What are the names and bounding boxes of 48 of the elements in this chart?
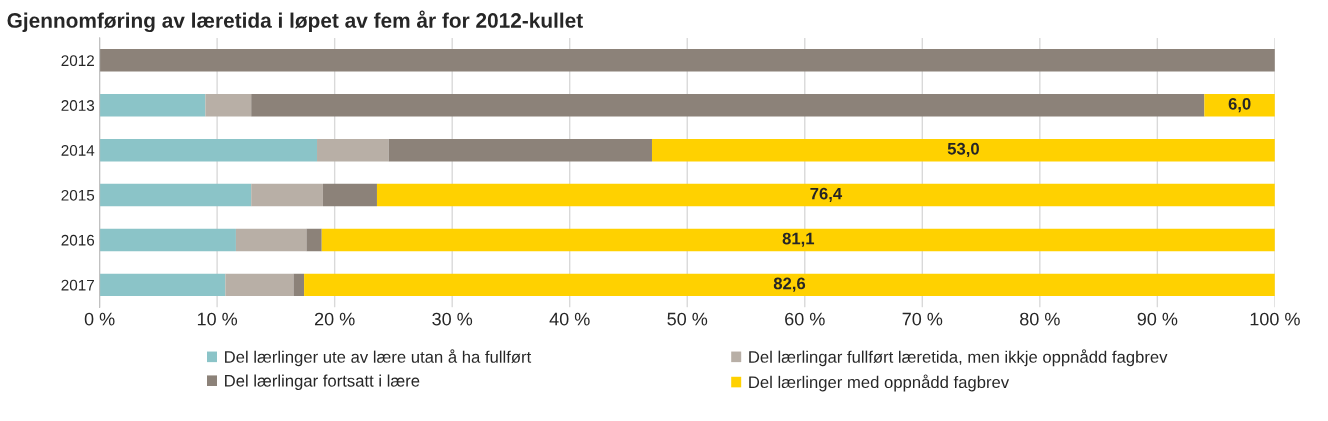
data-label: 6,0 [1228,97,1251,113]
bar [293,273,305,297]
y-tick-label: 2012 [61,55,94,67]
data-label: 76,4 [810,187,843,202]
bar [322,183,377,207]
legend-label: Del lærlinger med oppnådd fagbrev [749,374,1010,392]
data-label: 82,6 [773,277,806,292]
y-tick-label: 2017 [61,279,94,291]
bar [317,138,389,162]
bar [651,138,1275,162]
y-tick-label: 2014 [61,145,95,156]
x-tick-label: 30 % [432,312,473,326]
bar [205,94,252,117]
chart-title: Gjennomføring av læretida i løpet av fem år for 2012-kullet [7,10,583,33]
bar [99,94,206,117]
data-label: 81,1 [782,232,815,247]
bar [304,273,1275,297]
bar [99,138,318,162]
bar [235,228,307,252]
legend-label: Del lærlinger ute av lære utan å ha fullført [225,349,532,367]
bar [388,138,652,162]
bar [251,183,323,207]
bar [99,183,252,207]
legend-label: Del lærlingar fortsatt i lære [225,374,420,391]
bar [251,94,1205,117]
bar [376,183,1275,207]
x-tick-label: 80 % [1020,312,1060,326]
bar [99,273,226,297]
x-tick-label: 70 % [902,312,943,326]
x-tick-label: 0 % [84,312,115,326]
bar [321,228,1275,252]
data-label: 53,0 [947,142,979,158]
bar [306,228,322,252]
bar [99,49,1275,72]
x-tick-label: 100 % [1250,312,1300,326]
y-tick-label: 2016 [61,234,95,246]
x-tick-label: 90 % [1137,312,1178,326]
x-tick-label: 50 % [667,312,708,326]
x-tick-label: 40 % [549,312,590,326]
bar [99,228,236,252]
legend-label: Del lærlingar fullført læretida, men ikkje oppnådd fagbrev [749,349,1168,367]
y-tick-label: 2015 [61,189,95,201]
bar [1204,94,1275,117]
x-tick-label: 10 % [197,312,238,326]
bar [225,273,294,297]
x-tick-label: 60 % [785,312,825,326]
x-tick-label: 20 % [314,312,355,326]
y-tick-label: 2013 [61,100,95,111]
